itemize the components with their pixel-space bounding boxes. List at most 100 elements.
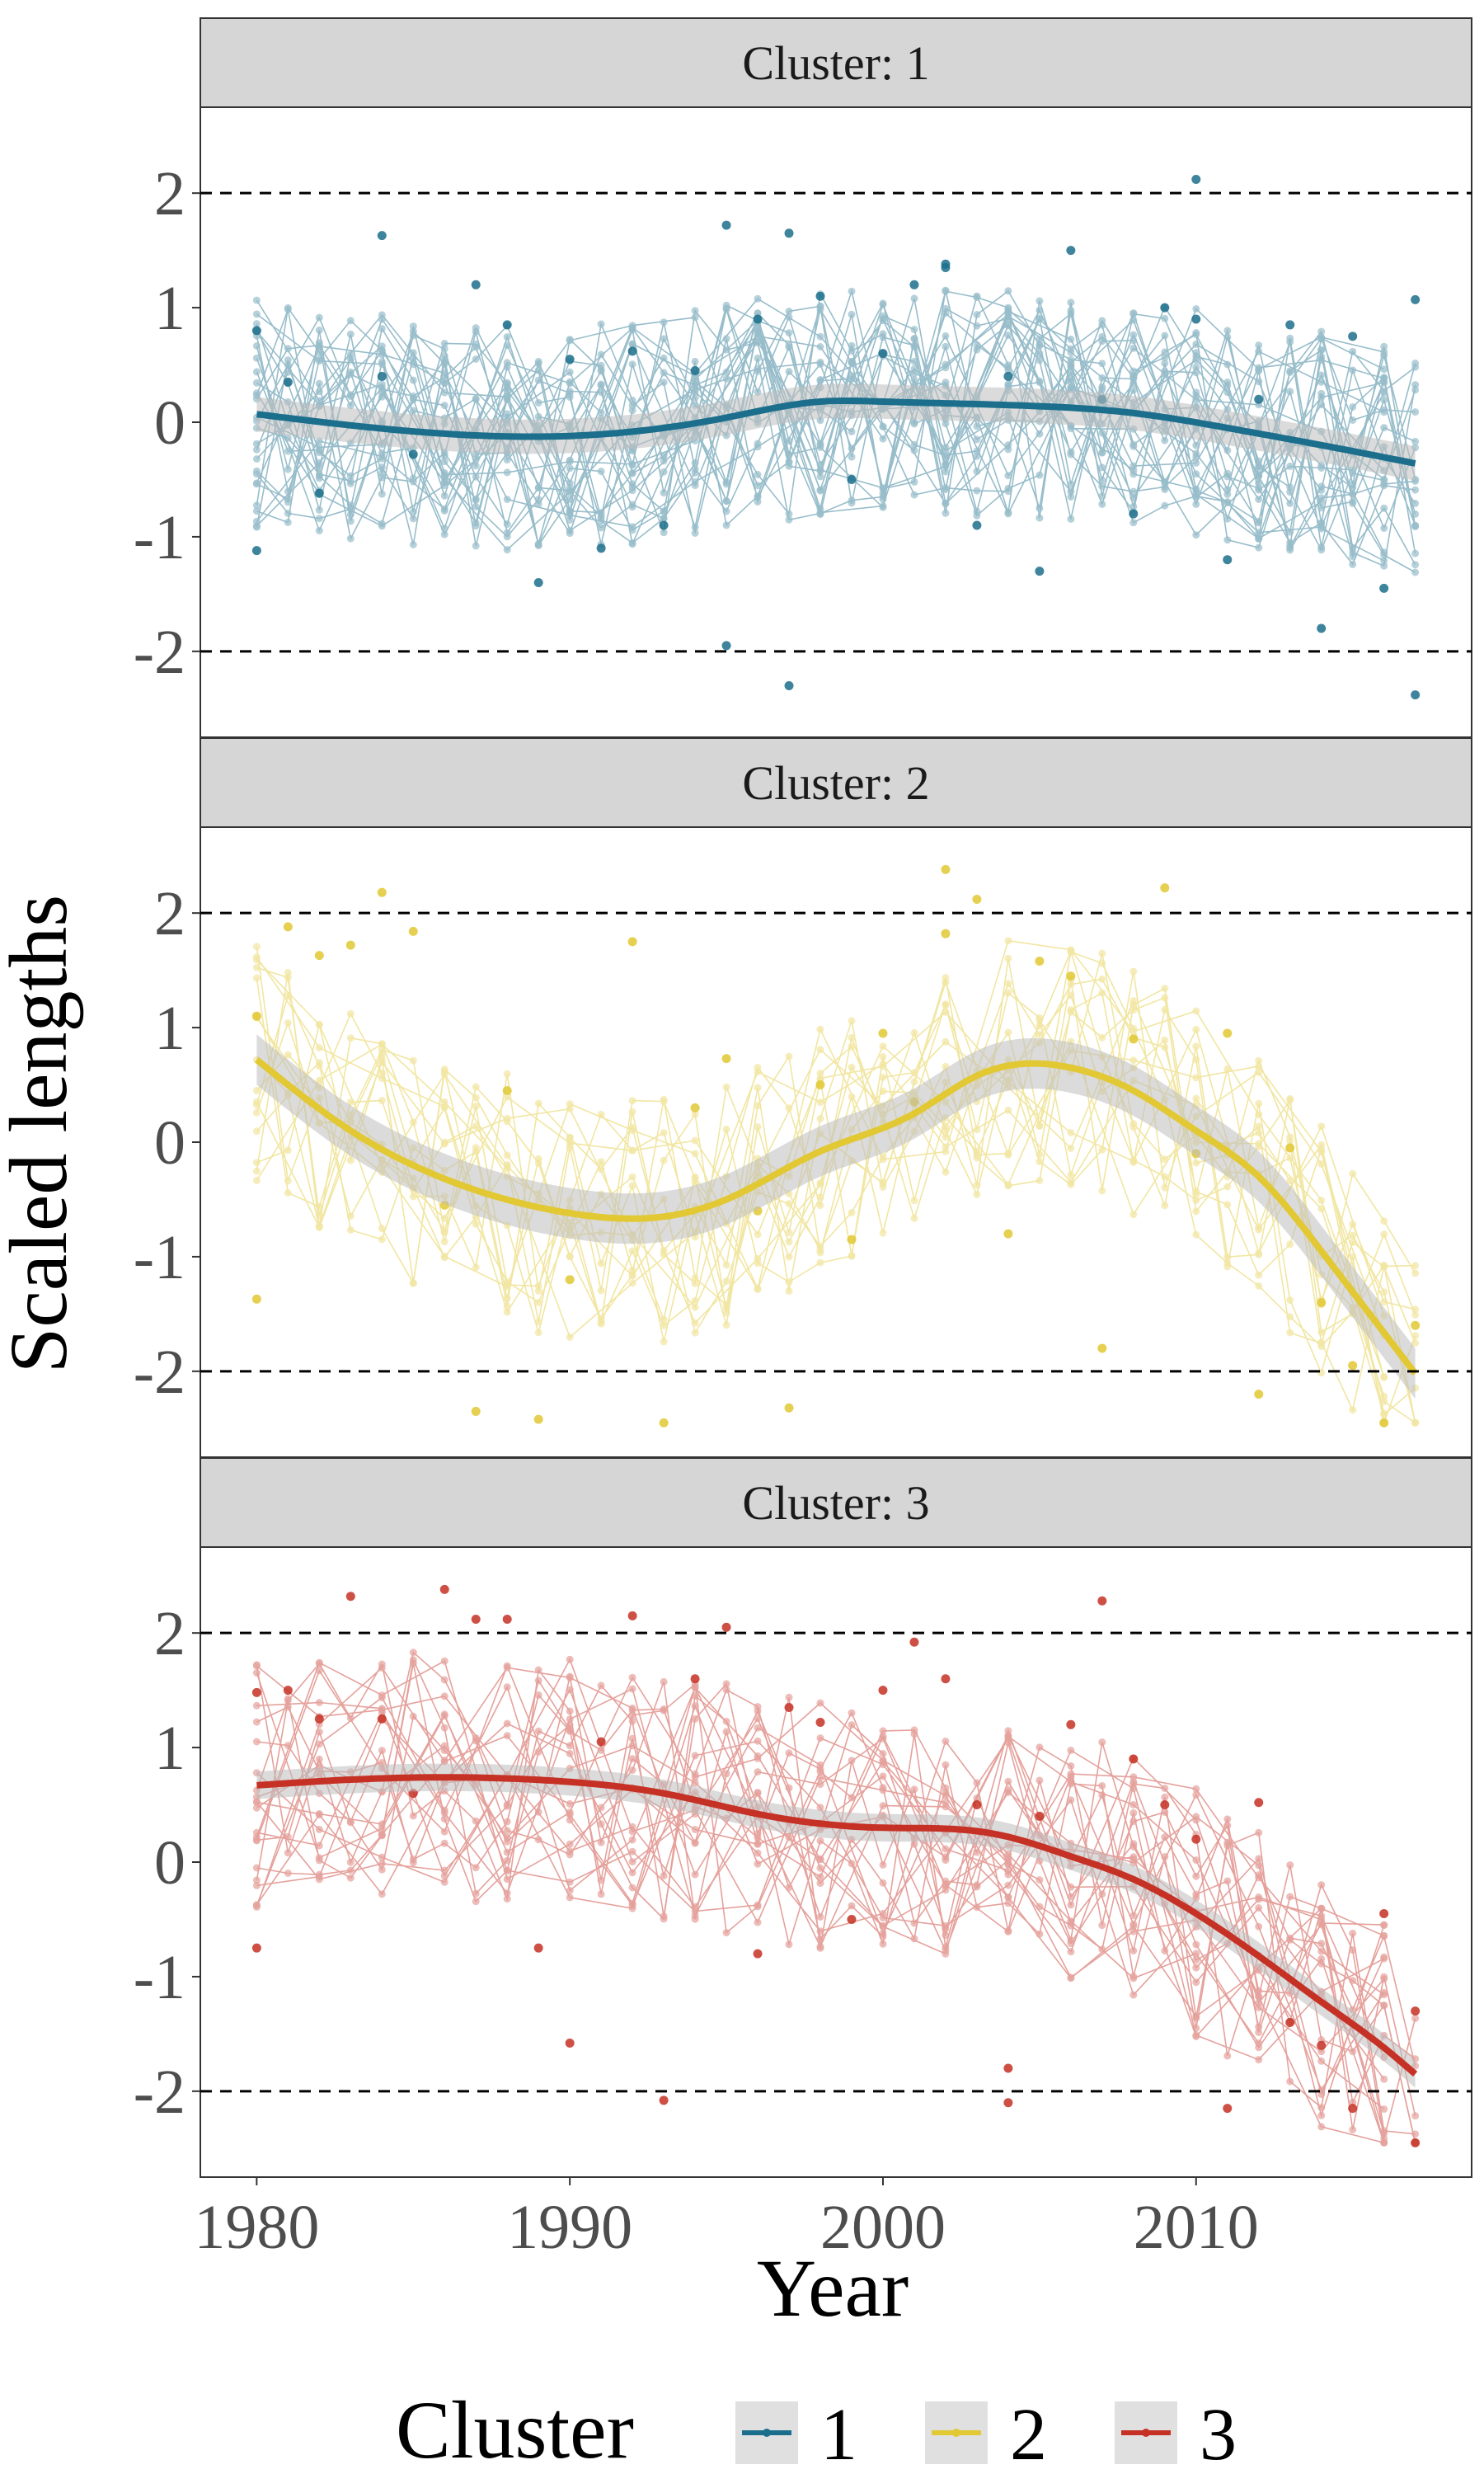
- trace-point: [1192, 493, 1200, 501]
- trace-point: [879, 1229, 887, 1237]
- trace-point: [785, 1238, 793, 1246]
- trace-point: [1067, 383, 1075, 392]
- trace-point: [597, 511, 605, 520]
- data-point: [1097, 1343, 1107, 1353]
- trace-point: [1317, 1343, 1326, 1351]
- trace-point: [1004, 1854, 1012, 1862]
- trace-point: [1129, 1991, 1138, 1999]
- trace-point: [1255, 1068, 1263, 1076]
- trace-point: [1067, 348, 1075, 356]
- data-point: [1129, 1754, 1139, 1764]
- trace-point: [1129, 1780, 1138, 1788]
- trace-point: [409, 1056, 417, 1065]
- trace-point: [409, 1279, 417, 1287]
- trace-point: [1129, 1842, 1138, 1851]
- trace-point: [1067, 1921, 1075, 1930]
- trace-point: [1129, 1123, 1138, 1131]
- trace-point: [566, 1727, 574, 1735]
- trace-point: [628, 1146, 636, 1155]
- trace-point: [1004, 1734, 1012, 1743]
- trace-point: [566, 1673, 574, 1681]
- trace-point: [1317, 504, 1326, 512]
- trace-point: [1036, 297, 1044, 305]
- trace-point: [1192, 331, 1200, 339]
- trace-point: [503, 1827, 511, 1835]
- trace-line: [256, 1672, 1385, 2061]
- trace-point: [660, 1677, 668, 1686]
- trace-point: [252, 1718, 261, 1726]
- trace-point: [409, 327, 417, 336]
- trace-point: [1223, 473, 1232, 481]
- trace-point: [722, 1686, 730, 1694]
- data-point: [753, 1949, 763, 1959]
- trace-point: [378, 393, 386, 401]
- trace-point: [816, 1943, 824, 1951]
- trace-point: [942, 332, 950, 340]
- trace-point: [534, 483, 542, 492]
- trace-point: [1317, 333, 1326, 341]
- trace-point: [284, 973, 292, 981]
- trace-point: [942, 1133, 950, 1141]
- trace-point: [1004, 381, 1012, 389]
- trace-point: [1349, 1169, 1357, 1178]
- trace-line: [256, 1663, 1416, 2067]
- trace-point: [1255, 364, 1263, 372]
- trace-point: [1349, 1406, 1357, 1414]
- trace-point: [722, 1929, 730, 1937]
- trace-point: [879, 1909, 887, 1917]
- trace-point: [315, 1223, 323, 1231]
- trace-point: [942, 1853, 950, 1861]
- trace-point: [378, 1831, 386, 1839]
- trace-point: [409, 1812, 417, 1820]
- trace-point: [252, 501, 261, 510]
- trace-point: [503, 1282, 511, 1291]
- trace-point: [1317, 393, 1326, 402]
- trace-point: [973, 452, 981, 460]
- data-point: [878, 349, 888, 359]
- trace-point: [440, 1214, 448, 1222]
- trace-point: [1192, 363, 1200, 371]
- trace-point: [660, 1129, 668, 1137]
- trace-point: [816, 1873, 824, 1881]
- trace-line: [256, 303, 1385, 492]
- trace-point: [1223, 381, 1232, 389]
- trace-point: [1067, 981, 1075, 989]
- trace-point: [816, 1180, 824, 1188]
- trace-line: [256, 292, 1416, 559]
- trace-point: [1161, 1947, 1169, 1954]
- data-point: [377, 371, 387, 381]
- trace-point: [1223, 360, 1232, 369]
- trace-point: [1161, 436, 1169, 444]
- trace-point: [252, 963, 261, 971]
- trace-point: [628, 1711, 636, 1719]
- trace-point: [722, 480, 730, 488]
- trace-point: [660, 452, 668, 460]
- trace-point: [472, 1734, 480, 1743]
- trace-point: [1004, 508, 1012, 516]
- trace-point: [942, 451, 950, 459]
- trace-point: [660, 507, 668, 515]
- trace-point: [942, 286, 950, 294]
- trace-point: [252, 1738, 261, 1746]
- trace-point: [440, 1065, 448, 1073]
- data-point: [1254, 1798, 1264, 1808]
- trace-point: [1004, 937, 1012, 945]
- trace-point: [1192, 388, 1200, 397]
- data-point: [847, 1235, 857, 1244]
- trace-point: [628, 1836, 636, 1844]
- trace-point: [879, 312, 887, 320]
- trace-point: [503, 387, 511, 394]
- trace-point: [1161, 367, 1169, 375]
- trace-point: [942, 978, 950, 986]
- trace-point: [1349, 1977, 1357, 1985]
- trace-point: [1411, 386, 1420, 394]
- data-point: [1411, 2006, 1421, 2016]
- trace-point: [1067, 361, 1075, 369]
- trace-point: [1004, 1788, 1012, 1796]
- trace-point: [879, 1922, 887, 1931]
- trace-point: [628, 447, 636, 455]
- trace-point: [503, 1719, 511, 1728]
- trace-point: [315, 1740, 323, 1748]
- trace-point: [1004, 954, 1012, 962]
- trace-point: [378, 1831, 386, 1839]
